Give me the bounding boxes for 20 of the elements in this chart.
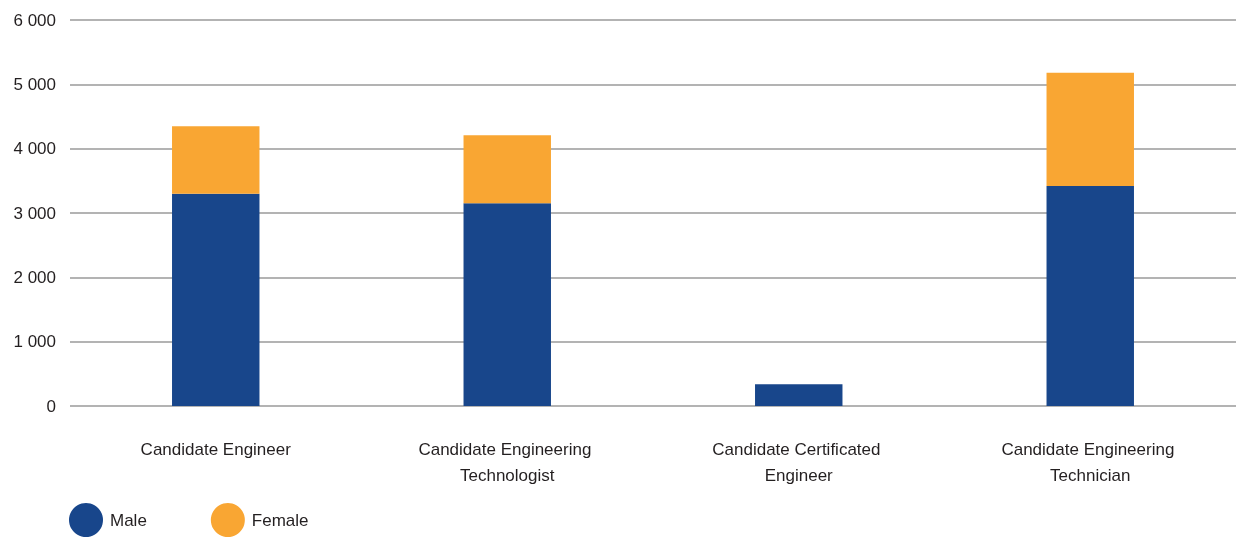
x-tick-label: Candidate Engineer xyxy=(140,439,292,459)
x-tick-label: Candidate Engineering Technologist xyxy=(418,439,597,485)
bar xyxy=(755,384,843,406)
y-tick-label: 1 000 xyxy=(13,332,56,352)
y-tick-label: 5 000 xyxy=(13,74,56,94)
x-tick-label: Candidate Certificated Engineer xyxy=(712,439,886,485)
y-tick-label: 4 000 xyxy=(13,139,56,159)
bar xyxy=(463,203,551,406)
legend-label: Male xyxy=(110,510,147,530)
legend-label: Female xyxy=(251,510,309,530)
bar xyxy=(463,135,551,204)
y-tick-label: 2 000 xyxy=(13,267,56,287)
y-tick-label: 3 000 xyxy=(13,203,56,223)
y-tick-label: 0 xyxy=(46,396,56,416)
bar xyxy=(172,193,260,406)
x-tick-label: Candidate Engineering Technician xyxy=(1001,439,1180,485)
bar xyxy=(1046,185,1134,406)
bar xyxy=(172,126,260,194)
bar xyxy=(1046,72,1134,186)
y-tick-label: 6 000 xyxy=(13,10,56,30)
